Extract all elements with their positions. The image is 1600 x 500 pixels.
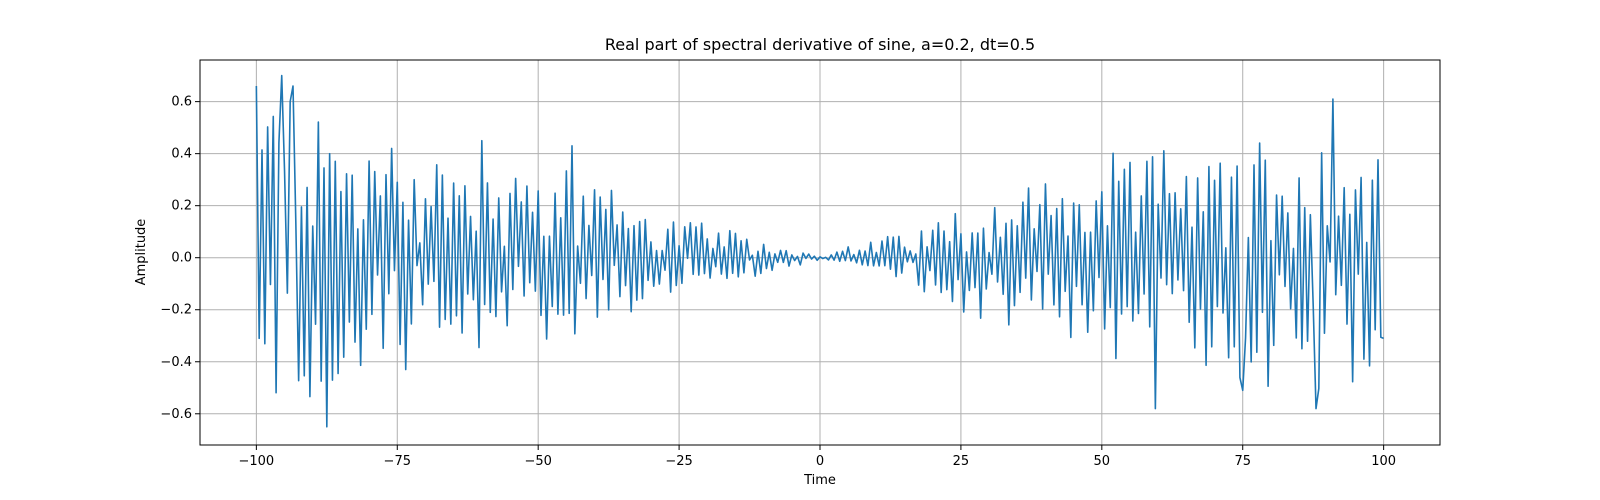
- x-tick-label: −100: [239, 454, 275, 469]
- x-tick-label: −50: [524, 454, 551, 469]
- y-tick-label: 0.0: [171, 251, 192, 266]
- y-tick-label: −0.6: [160, 407, 192, 422]
- y-tick-label: 0.2: [171, 199, 192, 214]
- x-tick-label: −75: [384, 454, 411, 469]
- y-tick-label: 0.4: [171, 147, 192, 162]
- y-tick-label: −0.4: [160, 355, 192, 370]
- y-tick-label: −0.2: [160, 303, 192, 318]
- x-tick-label: 25: [953, 454, 970, 469]
- series-line: [255, 74, 1384, 428]
- x-tick-label: 50: [1094, 454, 1111, 469]
- x-tick-label: 75: [1234, 454, 1251, 469]
- x-axis-label: Time: [803, 473, 836, 488]
- x-tick-label: 100: [1371, 454, 1396, 469]
- axis-ticks: −100 −75 −50 −25 0 25 50 75 100 −0.6 −0.4 −0.2 0.0 0.…: [160, 95, 1396, 469]
- y-tick-label: 0.6: [171, 95, 192, 110]
- x-tick-label: 0: [816, 454, 824, 469]
- chart-title: Real part of spectral derivative of sine…: [605, 35, 1035, 54]
- x-tick-label: −25: [665, 454, 692, 469]
- y-axis-label: Amplitude: [134, 219, 149, 286]
